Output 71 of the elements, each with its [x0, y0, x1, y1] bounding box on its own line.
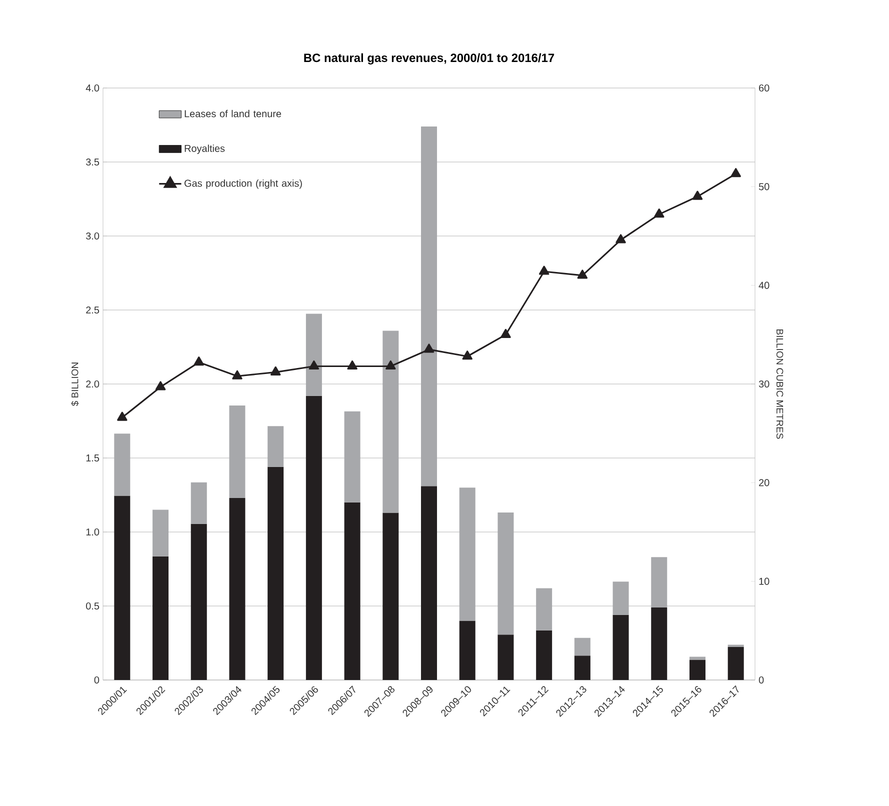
bar — [229, 498, 246, 680]
y-tick-label: 3.5 — [86, 158, 100, 166]
point — [692, 190, 703, 200]
y2-tick-label: 40 — [758, 282, 770, 289]
point — [347, 360, 358, 370]
bar — [459, 620, 476, 680]
point — [500, 328, 511, 338]
bar — [152, 556, 169, 680]
bar — [651, 607, 668, 680]
y-axis-title: $ BILLION — [71, 362, 79, 406]
bar — [190, 524, 207, 680]
bar — [344, 502, 360, 680]
y-tick-label: 2.5 — [86, 306, 100, 314]
bar — [421, 126, 438, 486]
bar — [651, 557, 668, 608]
y-tick-label: 1.0 — [86, 528, 100, 536]
bar — [421, 486, 438, 680]
y2-tick-label: 10 — [759, 578, 770, 585]
bar — [498, 634, 514, 680]
point — [194, 356, 204, 366]
y-tick-label: 0 — [94, 676, 100, 684]
legend-label: Leases of land tenure — [184, 110, 282, 118]
point — [462, 350, 472, 360]
point — [117, 412, 128, 421]
point — [232, 370, 242, 380]
bar — [612, 582, 629, 615]
point — [654, 208, 664, 218]
point — [730, 168, 741, 178]
bar — [114, 434, 130, 496]
y2-tick-label: 0 — [758, 676, 764, 684]
bar — [306, 314, 322, 396]
bar — [306, 396, 322, 680]
y2-tick-label: 20 — [759, 479, 770, 486]
bar — [114, 496, 130, 680]
y-tick-label: 4.0 — [86, 84, 100, 92]
bar — [268, 426, 284, 467]
y-tick-label: 0.5 — [86, 602, 100, 610]
bar — [574, 638, 590, 656]
bar — [536, 588, 552, 630]
bar — [574, 656, 590, 680]
bar — [459, 488, 476, 621]
bar — [498, 512, 514, 635]
point — [577, 270, 588, 279]
bar — [382, 512, 399, 680]
bar — [344, 411, 360, 502]
point — [386, 360, 396, 370]
bar — [536, 630, 552, 680]
bar — [268, 466, 284, 680]
y-tick-label: 3.0 — [86, 232, 100, 240]
point — [538, 266, 550, 275]
point — [424, 344, 434, 353]
chart-title: BC natural gas revenues, 2000/01 to 2016/17 — [304, 53, 554, 64]
bar — [229, 405, 246, 498]
bar — [382, 330, 399, 513]
point — [308, 360, 320, 370]
legend-label: Royalties — [184, 144, 225, 154]
bar — [689, 660, 706, 680]
legend-label: Gas production (right axis) — [184, 179, 302, 189]
bar — [190, 482, 207, 524]
bar — [612, 614, 629, 680]
y2-axis-title: BILLION CUBIC METRES — [776, 330, 784, 439]
point — [616, 234, 626, 244]
y-tick-label: 1.5 — [86, 454, 100, 462]
bar — [728, 646, 744, 680]
bar — [152, 510, 169, 556]
y-tick-label: 2.0 — [86, 380, 100, 388]
y2-tick-label: 30 — [758, 380, 770, 388]
point — [155, 381, 166, 390]
y2-tick-label: 60 — [759, 84, 770, 92]
point — [270, 366, 281, 376]
y2-tick-label: 50 — [758, 183, 770, 190]
